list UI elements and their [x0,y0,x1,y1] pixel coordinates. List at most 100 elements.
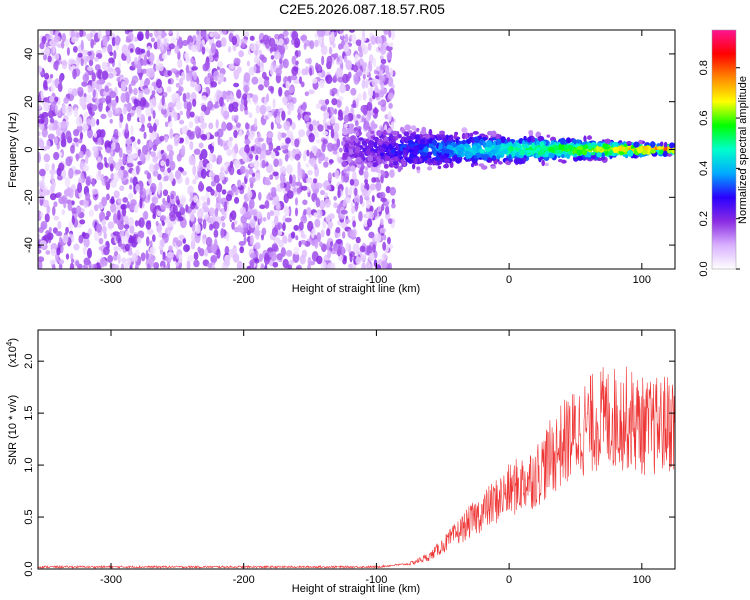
spectrogram-cell [295,148,300,154]
snr-plot-area [38,366,675,569]
spectrogram-cell [38,226,44,234]
spectrogram-cell [120,263,124,269]
snr-multiplier: (x104) [5,338,19,368]
spectrogram-cell [193,251,199,261]
snr-ylabel: SNR (10 * v/v) [7,395,19,465]
spectrogram-cell [104,215,110,221]
spectrogram-cell [352,178,360,187]
spectrogram-cell [375,79,381,84]
spectrogram-cell [101,196,108,207]
spectrogram-cell [103,90,110,97]
spectrogram-cell [176,199,180,206]
spectrogram-cell [206,216,212,224]
spectrogram-cell [220,167,225,172]
spectrogram-cell [129,265,133,269]
spectrogram-cell [128,83,132,93]
spectrogram-cell [290,180,297,187]
spectrogram-cell [464,132,469,140]
spectrogram-cell [341,140,346,147]
spectrogram-cell [282,58,289,69]
spectrogram-cell [205,236,213,247]
spectrogram-cell [166,194,171,204]
spectrogram-cell [291,66,299,76]
spectrogram-cell [62,136,67,146]
spectrogram-cell [198,180,203,191]
spectrogram-cell [208,122,214,130]
spectrogram-cell [350,87,357,96]
spectrogram-cell [88,59,94,67]
snr-ytick-label: 1.5 [23,405,35,420]
spectrogram-cell [377,101,384,106]
spectrogram-cell [82,165,90,172]
spectrogram-cell [298,76,303,85]
spectrogram-cell [382,234,387,241]
spectrogram-cell [577,155,584,161]
spectrogram-cell [107,221,115,229]
spectrogram-cell [277,158,283,167]
spectrogram-cell [123,224,130,230]
spectrogram-cell [325,74,333,85]
spectrogram-cell [132,253,138,263]
spectrogram-cell [361,188,368,197]
spectrogram-cell [271,227,279,237]
spectrogram-cell [106,210,111,218]
spectrogram-cell [248,198,255,210]
spectrogram-cell [492,155,497,160]
spectrogram-cell [242,151,248,162]
spectrogram-cell [490,165,497,169]
spectrogram-cell [287,237,293,243]
spectrogram-cell [221,189,227,195]
spectrogram-cell [110,179,117,188]
spectrogram-cell [149,102,153,108]
spectrogram-cell [282,30,289,37]
spectrogram-cell [217,191,221,203]
spectrogram-cell [160,265,164,269]
spectrogram-cell [73,129,80,137]
spectrogram-cell [139,127,146,132]
spectrogram-cell [275,116,281,124]
spectrogram-cell [238,241,246,247]
spectrogram-cell [258,49,262,56]
spectrogram-cell [106,67,114,73]
spectrogram-cell [48,226,52,233]
spectrogram-cell [134,263,139,269]
spectrogram-cell [248,168,254,175]
spectrogram-cell [537,150,543,156]
spectrogram-cell [221,121,227,132]
spectrogram-cell [87,227,93,236]
spectrogram-cell [174,44,180,54]
spectrogram-cell [337,188,341,199]
spectrogram-cell [330,185,335,192]
spectrogram-cell [276,51,281,60]
spectrogram-cell [200,133,207,140]
spectrogram-cell [227,165,232,173]
spectrogram-cell [516,143,522,149]
spectrogram-cell [306,187,310,193]
spectrogram-cell [192,165,197,176]
spectrogram-cell [576,149,582,155]
spectrogram-cell [173,134,181,144]
spectrogram-cell [82,264,89,269]
spectrogram-cell [355,256,362,265]
spectrogram-cell [90,104,98,112]
spectrogram-cell [41,128,48,138]
spectrogram-cell [135,46,141,55]
spectrogram-cell [369,97,373,103]
spectrogram-cell [352,99,357,108]
spectrogram-cell [596,152,603,158]
spectrogram-cell [318,199,326,210]
spectrogram-cell [177,59,183,69]
spectrogram-cell [656,146,663,150]
spectrogram-cell [120,81,127,92]
spectrogram-cell [345,60,353,71]
spectrogram-cell [482,154,490,159]
spectrogram-cell [413,158,418,165]
spectrogram-cell [278,86,283,97]
spectrogram-cell [303,114,310,122]
spectrogram-cell [327,142,334,152]
spectrogram-cell [305,66,309,76]
spectrogram-cell [225,233,230,242]
spectrogram-cell [141,145,149,156]
spectrogram-cell [73,137,79,143]
spectrogram-cell [236,179,242,188]
